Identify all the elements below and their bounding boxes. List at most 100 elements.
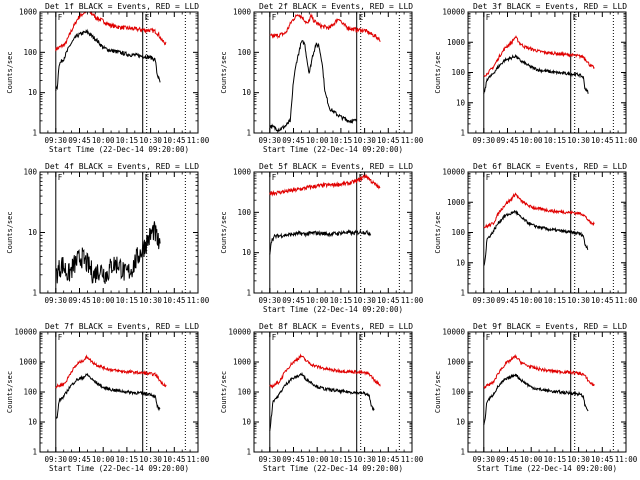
y-tick-label: 1000	[19, 358, 38, 367]
y-tick-label: 10000	[442, 328, 465, 337]
marker-start-label: F	[486, 173, 491, 182]
x-tick-label: 10:00	[306, 296, 329, 305]
y-tick-label: 100	[237, 48, 251, 57]
x-tick-label: 09:30	[45, 455, 68, 464]
x-tick-label: 09:45	[496, 455, 519, 464]
x-tick-label: 10:15	[544, 455, 567, 464]
x-axis-label: Start Time (22-Dec-14 09:20:00)	[49, 464, 189, 473]
x-axis-label: Start Time (22-Dec-14 09:20:00)	[477, 464, 617, 473]
y-tick-label: 1000	[19, 8, 38, 17]
plot-frame	[467, 331, 627, 453]
panel-det-9: Det 9f BLACK = Events, RED = LLD 1 10 100 10…	[434, 322, 638, 473]
y-tick-label: 1000	[233, 168, 252, 177]
x-tick-label: 10:00	[520, 136, 543, 145]
y-tick-label: 100	[23, 48, 37, 57]
y-tick-label: 10000	[14, 328, 37, 337]
marker-end-label: E	[573, 173, 578, 182]
panel-title: Det 9f BLACK = Events, RED = LLD	[473, 322, 627, 331]
y-tick-label: 1	[32, 129, 37, 138]
y-tick-label: 1	[246, 289, 251, 298]
x-tick-label: 11:00	[401, 296, 424, 305]
x-tick-label: 10:30	[353, 136, 376, 145]
marker-end-label: E	[145, 173, 150, 182]
y-tick-label: 1	[32, 448, 37, 457]
x-tick-label: 11:00	[187, 136, 210, 145]
x-tick-label: 09:30	[45, 296, 68, 305]
marker-start-label: F	[272, 173, 277, 182]
x-tick-label: 09:30	[473, 455, 496, 464]
x-tick-label: 10:30	[139, 296, 162, 305]
events-series-line	[483, 209, 589, 266]
marker-start-label: F	[486, 333, 491, 342]
lld-series-line	[269, 353, 381, 390]
y-tick-label: 10000	[228, 328, 251, 337]
events-series-line	[269, 371, 375, 431]
plot-frame	[467, 11, 627, 134]
x-tick-label: 09:45	[68, 296, 91, 305]
x-tick-label: 10:30	[567, 296, 590, 305]
y-tick-label: 10	[456, 418, 466, 427]
y-tick-label: 10	[456, 98, 466, 107]
x-tick-label: 09:45	[496, 296, 519, 305]
x-tick-label: 10:30	[139, 455, 162, 464]
y-tick-label: 1	[32, 289, 37, 298]
events-series-line	[55, 28, 161, 91]
x-tick-label: 10:30	[353, 455, 376, 464]
y-axis-label: Counts/sec	[220, 371, 228, 413]
marker-start-label: F	[486, 13, 491, 22]
x-tick-label: 10:45	[591, 136, 614, 145]
y-axis-label: Counts/sec	[6, 371, 14, 413]
plot-frame	[253, 331, 413, 453]
y-tick-label: 1000	[447, 198, 466, 207]
y-tick-label: 1	[246, 448, 251, 457]
marker-start-label: F	[58, 13, 63, 22]
y-tick-label: 100	[237, 388, 251, 397]
panel-det-4: Det 4f BLACK = Events, RED = LLD 1 10 100 Co…	[6, 162, 210, 305]
y-tick-label: 100	[451, 388, 465, 397]
lld-series-line	[483, 353, 595, 390]
x-tick-label: 10:00	[306, 136, 329, 145]
x-tick-label: 10:45	[591, 296, 614, 305]
marker-start-label: F	[58, 173, 63, 182]
y-tick-label: 1	[460, 289, 465, 298]
y-axis-label: Counts/sec	[6, 211, 14, 253]
y-tick-label: 1000	[233, 358, 252, 367]
plot-frame	[467, 171, 627, 294]
x-tick-label: 10:45	[163, 455, 186, 464]
marker-end-label: E	[145, 333, 150, 342]
panel-title: Det 8f BLACK = Events, RED = LLD	[259, 322, 413, 331]
plot-frame	[253, 171, 413, 294]
x-tick-label: 10:30	[567, 136, 590, 145]
x-tick-label: 10:15	[544, 136, 567, 145]
y-tick-label: 100	[237, 208, 251, 217]
y-tick-label: 1000	[233, 8, 252, 17]
y-axis-label: Counts/sec	[220, 51, 228, 93]
x-tick-label: 10:45	[591, 455, 614, 464]
x-tick-label: 09:45	[68, 455, 91, 464]
y-tick-label: 10000	[442, 168, 465, 177]
x-tick-label: 11:00	[401, 136, 424, 145]
y-tick-label: 1000	[447, 38, 466, 47]
plot-frame	[253, 11, 413, 134]
plot-frame	[39, 331, 199, 453]
x-tick-label: 09:45	[282, 455, 305, 464]
y-tick-label: 10000	[442, 8, 465, 17]
y-axis-label: Counts/sec	[434, 51, 442, 93]
lld-series-line	[483, 35, 595, 78]
y-tick-label: 1	[246, 129, 251, 138]
x-tick-label: 09:45	[496, 136, 519, 145]
marker-end-label: E	[359, 13, 364, 22]
x-tick-label: 09:30	[259, 296, 282, 305]
x-tick-label: 09:30	[45, 136, 68, 145]
x-tick-label: 10:45	[377, 455, 400, 464]
y-tick-label: 10	[242, 248, 252, 257]
x-axis-label: Start Time (22-Dec-14 09:20:00)	[263, 305, 403, 314]
plot-frame	[39, 171, 199, 294]
events-series-line	[269, 228, 372, 255]
y-tick-label: 100	[451, 228, 465, 237]
x-tick-label: 09:45	[68, 136, 91, 145]
marker-end-label: E	[573, 13, 578, 22]
panel-title: Det 5f BLACK = Events, RED = LLD	[259, 162, 413, 171]
x-tick-label: 10:15	[330, 455, 353, 464]
x-tick-label: 09:30	[259, 136, 282, 145]
